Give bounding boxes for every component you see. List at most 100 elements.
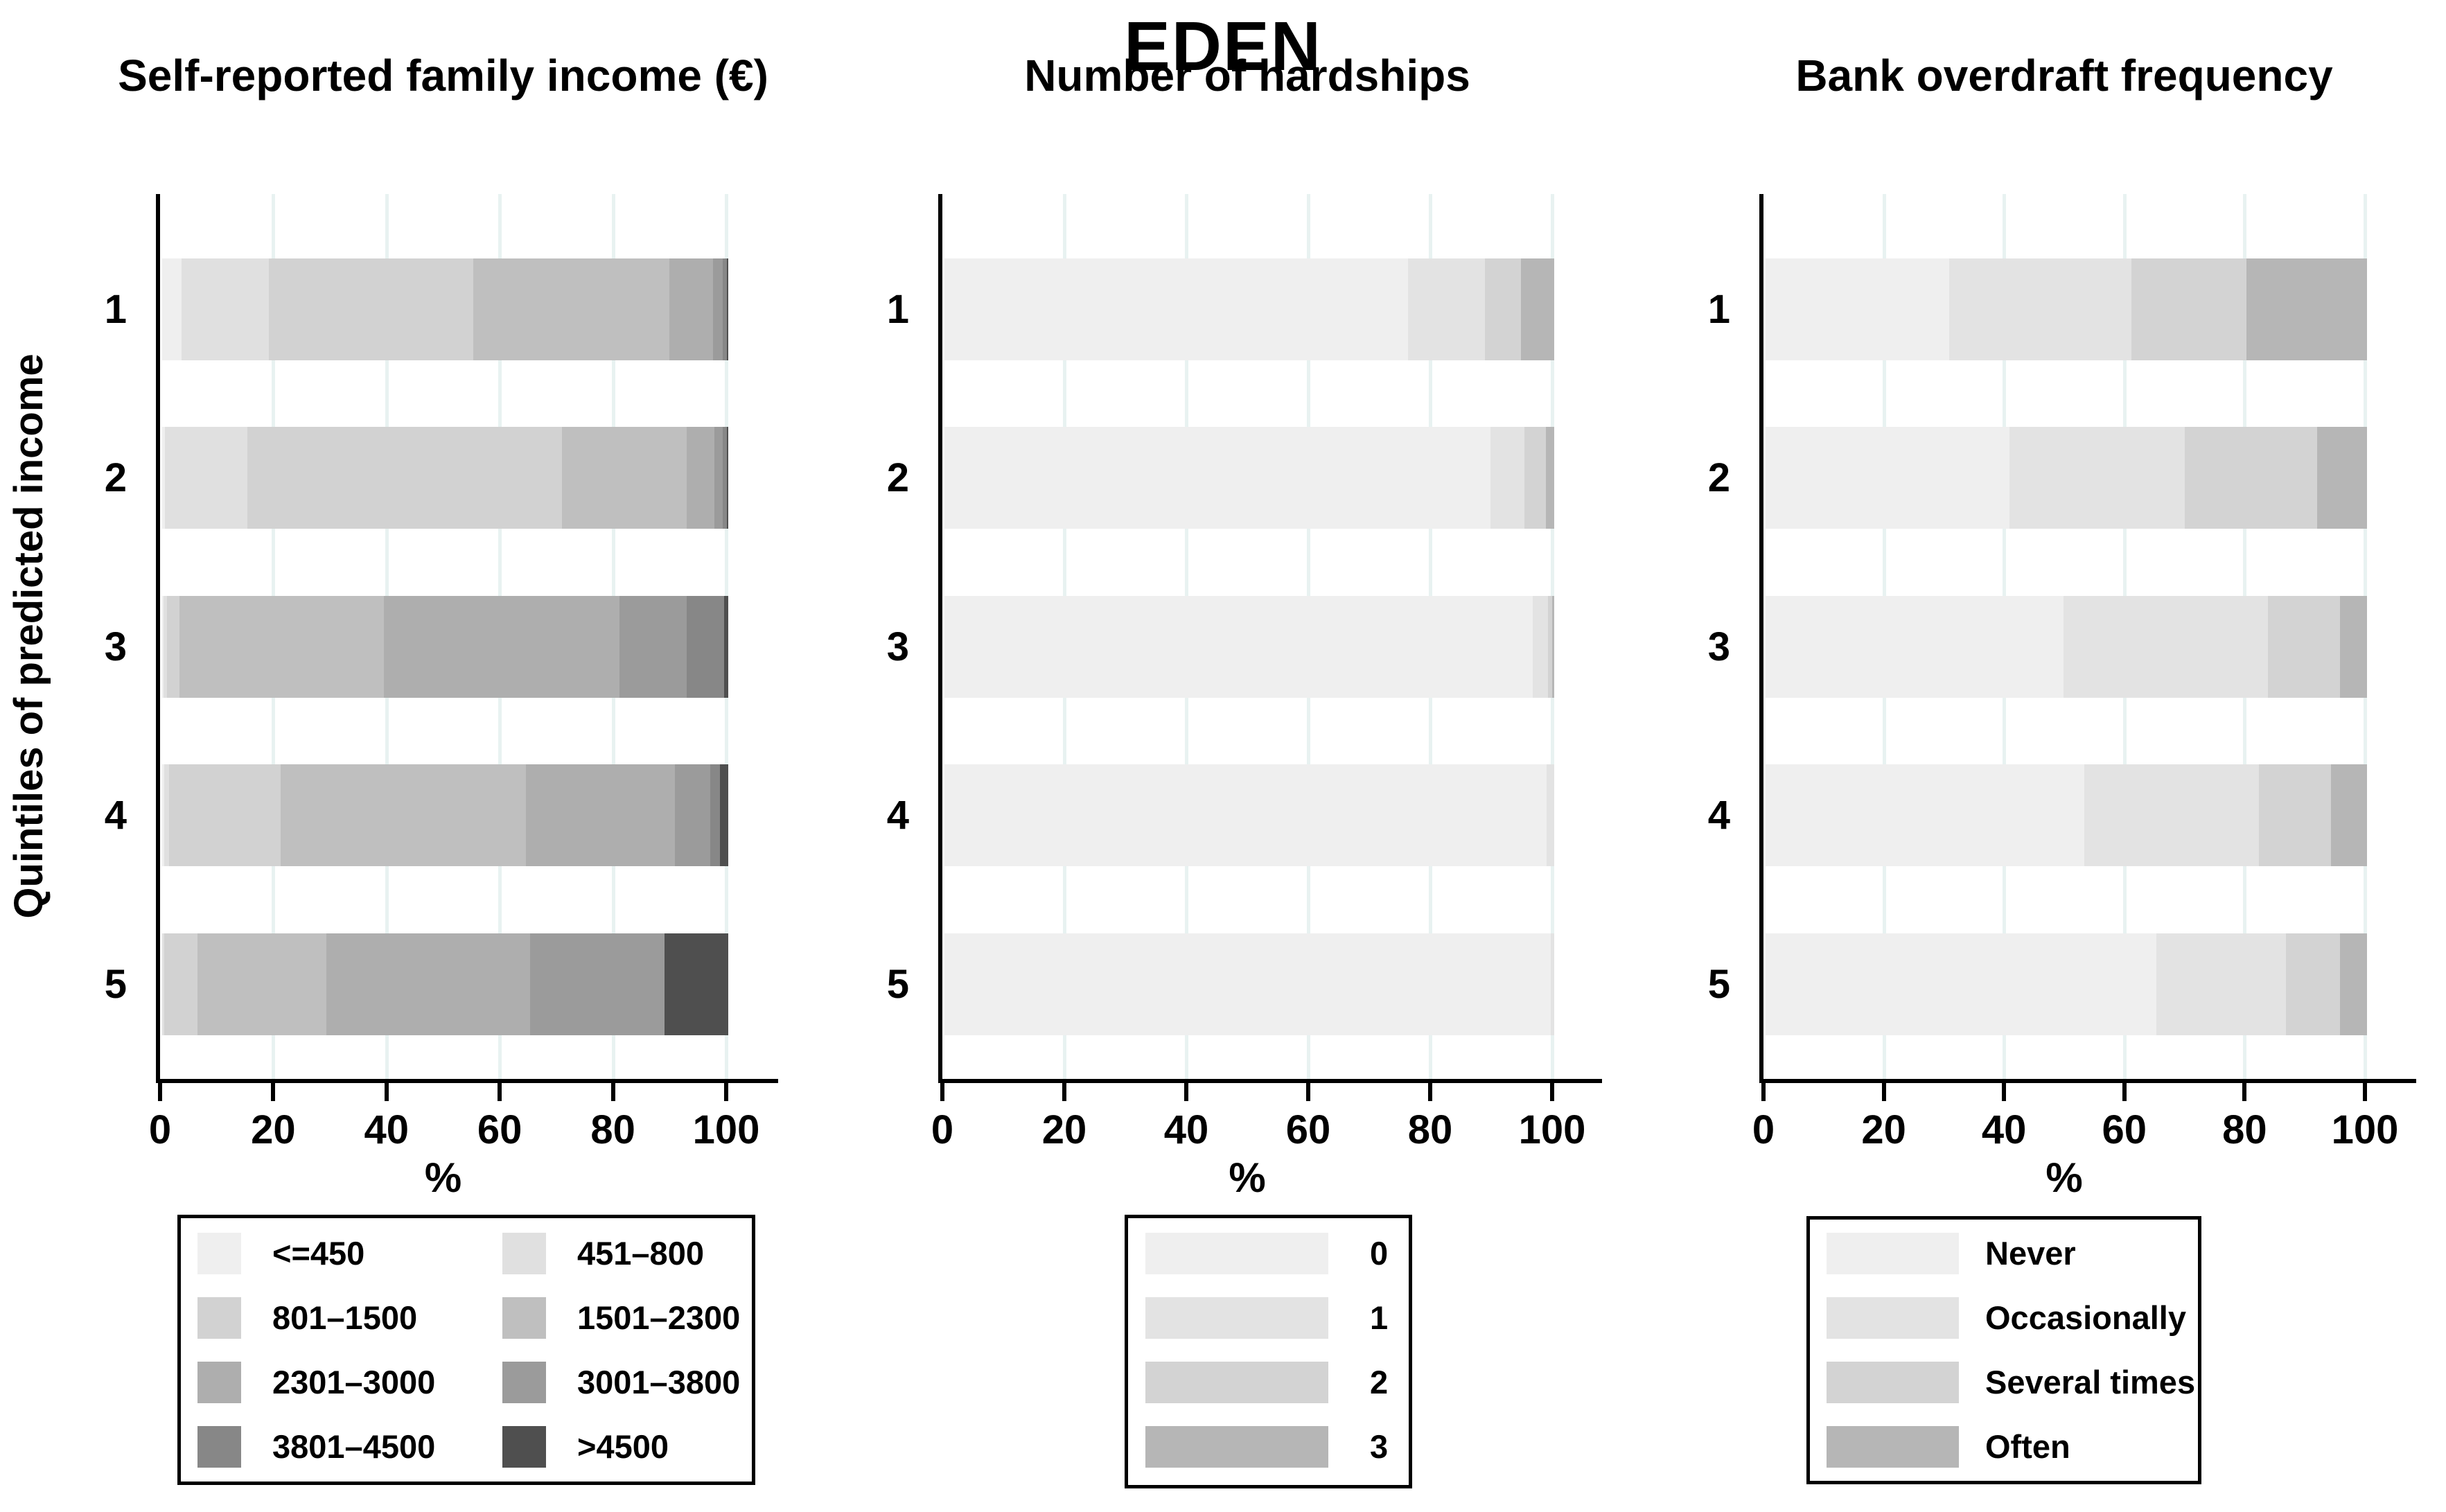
legend-swatch: [502, 1426, 546, 1468]
row-label: 2: [886, 455, 909, 500]
bar-segment: [2246, 258, 2367, 360]
bar-segment: [1484, 258, 1522, 360]
x-tick-label: 0: [931, 1107, 954, 1152]
x-tick: [1881, 1083, 1886, 1101]
panel-title: Bank overdraft frequency: [1795, 51, 2333, 100]
legend-swatch: [1145, 1297, 1328, 1339]
bar-segment: [1524, 427, 1546, 529]
bar-segment: [719, 764, 728, 866]
legend-label: Often: [1985, 1428, 2070, 1465]
bar-segment: [2063, 596, 2268, 698]
row-label: 5: [886, 961, 909, 1007]
bar-segment: [726, 258, 728, 360]
row-label: 1: [1707, 286, 1730, 332]
legend-swatch: [1145, 1362, 1328, 1403]
legend-label: 1: [1370, 1299, 1389, 1336]
x-tick-label: 60: [2102, 1107, 2147, 1152]
panel-title: Number of hardships: [1024, 51, 1470, 100]
bar-segment: [2131, 258, 2247, 360]
legend-label: 2: [1370, 1364, 1389, 1400]
bar-segment: [162, 258, 182, 360]
legend-label: 3: [1370, 1428, 1389, 1465]
legend-label: 451–800: [577, 1235, 704, 1272]
legend-label: Occasionally: [1985, 1299, 2186, 1336]
bar-segment: [165, 427, 248, 529]
x-tick: [1761, 1083, 1766, 1101]
x-tick: [610, 1083, 615, 1101]
y-axis-line: [938, 194, 942, 1083]
bar-segment: [1766, 596, 2064, 698]
bar-segment: [944, 258, 1408, 360]
bar-segment: [384, 596, 620, 698]
x-tick: [1428, 1083, 1432, 1101]
x-axis-label: %: [2045, 1154, 2083, 1201]
bar-segment: [2339, 933, 2367, 1035]
x-tick: [1184, 1083, 1188, 1101]
x-axis-label: %: [424, 1154, 462, 1201]
legend-swatch: [1145, 1426, 1328, 1468]
x-tick-label: 0: [1752, 1107, 1775, 1152]
x-tick-label: 100: [692, 1107, 760, 1152]
bar-segment: [1766, 933, 2157, 1035]
row-label: 2: [104, 455, 127, 500]
bar-segment: [168, 764, 281, 866]
bar-segment: [1533, 596, 1549, 698]
x-tick: [384, 1083, 389, 1101]
bar-segment: [268, 258, 473, 360]
x-tick: [498, 1083, 502, 1101]
legend-label: Never: [1985, 1235, 2076, 1272]
row-label: 4: [1707, 792, 1730, 838]
bar-segment: [1490, 427, 1524, 529]
x-axis-line: [1759, 1079, 2416, 1083]
bar-segment: [2258, 764, 2331, 866]
legend-swatch: [197, 1362, 241, 1403]
legend-label: >4500: [577, 1428, 669, 1465]
legend-swatch: [1145, 1233, 1328, 1274]
bar-segment: [1547, 764, 1554, 866]
bar-segment: [181, 258, 269, 360]
row-label: 5: [104, 961, 127, 1007]
x-tick: [724, 1083, 728, 1101]
bar-segment: [197, 933, 326, 1035]
bar-segment: [1766, 764, 2085, 866]
bar-segment: [167, 596, 180, 698]
x-tick-label: 0: [148, 1107, 172, 1152]
bar-segment: [561, 427, 687, 529]
bar-segment: [179, 596, 385, 698]
x-tick-label: 20: [1041, 1107, 1087, 1152]
bar-segment: [944, 933, 1551, 1035]
legend-swatch: [1827, 1233, 1959, 1274]
x-tick: [940, 1083, 944, 1101]
bar-segment: [1550, 933, 1554, 1035]
bar-segment: [526, 764, 676, 866]
x-tick: [2363, 1083, 2367, 1101]
x-tick: [1062, 1083, 1066, 1101]
x-tick: [2002, 1083, 2007, 1101]
bar-segment: [722, 427, 727, 529]
legend-label: 1501–2300: [577, 1299, 741, 1336]
bar-segment: [2009, 427, 2185, 529]
bar-segment: [2267, 596, 2340, 698]
bar-segment: [619, 596, 687, 698]
legend-label: 2301–3000: [272, 1364, 436, 1400]
bar-segment: [1552, 596, 1554, 698]
x-tick: [1306, 1083, 1310, 1101]
x-axis-line: [156, 1079, 778, 1083]
x-axis-line: [938, 1079, 1602, 1083]
x-tick-label: 80: [2222, 1107, 2267, 1152]
bar-segment: [675, 764, 710, 866]
bar-segment: [162, 933, 165, 1035]
row-label: 3: [886, 624, 909, 669]
x-tick: [2242, 1083, 2247, 1101]
legend-swatch: [1827, 1362, 1959, 1403]
legend-label: <=450: [272, 1235, 365, 1272]
legend-swatch: [197, 1297, 241, 1339]
row-label: 3: [1707, 624, 1730, 669]
bar-segment: [1766, 258, 1949, 360]
bar-segment: [1407, 258, 1485, 360]
x-tick-label: 20: [251, 1107, 296, 1152]
bar-segment: [164, 596, 168, 698]
bar-segment: [247, 427, 562, 529]
row-label: 4: [886, 792, 909, 838]
